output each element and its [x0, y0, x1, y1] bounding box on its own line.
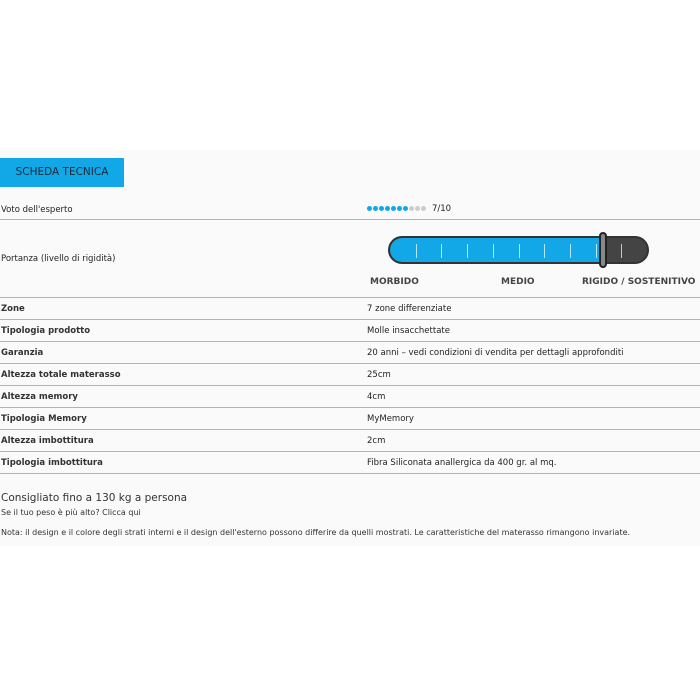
bar-tick [441, 244, 443, 258]
bar-tick [467, 244, 469, 258]
bar-tick [621, 244, 623, 258]
spec-row: Zone 7 zone differenziate [0, 298, 700, 320]
bar-tick [492, 244, 494, 258]
spec-value: Molle insacchettate [367, 326, 450, 336]
rating-dot [391, 206, 396, 211]
spec-label: Altezza memory [1, 392, 78, 402]
spec-label: Altezza imbottitura [1, 436, 94, 446]
firmness-row: Portanza (livello di rigidità) MORBIDO M… [0, 220, 700, 298]
firmness-fill [390, 238, 604, 262]
section-title[interactable]: SCHEDA TECNICA [0, 158, 124, 187]
spec-value: 7 zone differenziate [367, 304, 452, 314]
recommended-weight: Consigliato fino a 130 kg a persona [1, 492, 188, 504]
note: Nota: il design e il colore degli strati… [1, 528, 631, 537]
rating-dot [367, 206, 372, 211]
scale-firm: RIGIDO / SOSTENITIVO [582, 277, 696, 287]
bar-tick [544, 244, 546, 258]
spec-row: Altezza imbottitura 2cm [0, 430, 700, 452]
spec-value: 20 anni – vedi condizioni di vendita per… [367, 348, 624, 358]
rating-row: Voto dell'esperto 7/10 [0, 194, 700, 220]
spec-row: Tipologia Memory MyMemory [0, 408, 700, 430]
rating-value: 7/10 [432, 204, 452, 214]
firmness-knob [599, 232, 608, 268]
spec-label: Tipologia prodotto [1, 326, 91, 336]
scale-soft: MORBIDO [370, 277, 419, 287]
spec-value: MyMemory [367, 414, 414, 424]
rating-label: Voto dell'esperto [1, 205, 73, 215]
rating-dot [373, 206, 378, 211]
weight-link[interactable]: Se il tuo peso è più alto? Clicca qui [1, 508, 141, 517]
spec-label: Tipologia Memory [1, 414, 87, 424]
spec-value: 2cm [367, 436, 386, 446]
technical-sheet: SCHEDA TECNICA Voto dell'esperto 7/10 Po… [0, 150, 700, 546]
spec-label: Altezza totale materasso [1, 370, 121, 380]
bar-tick [569, 244, 571, 258]
rating-dots [367, 206, 426, 211]
spec-label: Tipologia imbottitura [1, 458, 103, 468]
spec-value: 25cm [367, 370, 391, 380]
rating-dot [403, 206, 408, 211]
bar-tick [595, 244, 597, 258]
spec-label: Garanzia [1, 348, 44, 358]
spec-row: Altezza totale materasso 25cm [0, 364, 700, 386]
bar-tick [518, 244, 520, 258]
bar-tick [415, 244, 417, 258]
spec-row: Tipologia imbottitura Fibra Siliconata an… [0, 452, 700, 474]
spec-row: Garanzia 20 anni – vedi condizioni di ven… [0, 342, 700, 364]
firmness-bar [388, 236, 649, 264]
rating-dot [409, 206, 414, 211]
spec-value: 4cm [367, 392, 386, 402]
rating-dot [415, 206, 420, 211]
firmness-label: Portanza (livello di rigidità) [1, 254, 116, 264]
spec-label: Zone [1, 304, 25, 314]
rating-dot [379, 206, 384, 211]
rating-dot [385, 206, 390, 211]
rating-dot [397, 206, 402, 211]
scale-medium: MEDIO [501, 277, 535, 287]
rating-dot [421, 206, 426, 211]
spec-row: Altezza memory 4cm [0, 386, 700, 408]
spec-row: Tipologia prodotto Molle insacchettate [0, 320, 700, 342]
spec-value: Fibra Siliconata anallergica da 400 gr. … [367, 458, 557, 468]
